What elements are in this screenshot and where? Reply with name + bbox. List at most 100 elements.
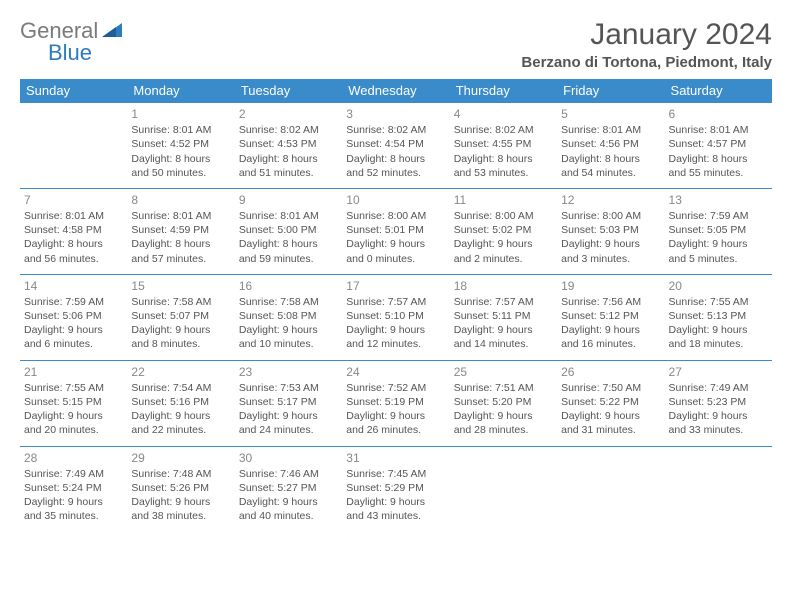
day-number: 21 bbox=[24, 364, 123, 380]
sunset-text: Sunset: 4:58 PM bbox=[24, 223, 123, 237]
sunset-text: Sunset: 5:27 PM bbox=[239, 481, 338, 495]
sunset-text: Sunset: 5:20 PM bbox=[454, 395, 553, 409]
sunrise-text: Sunrise: 8:01 AM bbox=[24, 209, 123, 223]
sunset-text: Sunset: 5:23 PM bbox=[669, 395, 768, 409]
sunset-text: Sunset: 5:01 PM bbox=[346, 223, 445, 237]
day-number: 11 bbox=[454, 192, 553, 208]
sunset-text: Sunset: 5:00 PM bbox=[239, 223, 338, 237]
calendar-cell bbox=[450, 446, 557, 531]
daylight-text: Daylight: 9 hours bbox=[454, 409, 553, 423]
day-number: 24 bbox=[346, 364, 445, 380]
sunrise-text: Sunrise: 8:01 AM bbox=[669, 123, 768, 137]
day-number: 6 bbox=[669, 106, 768, 122]
sunset-text: Sunset: 5:10 PM bbox=[346, 309, 445, 323]
calendar-cell: 16Sunrise: 7:58 AMSunset: 5:08 PMDayligh… bbox=[235, 274, 342, 360]
calendar-table: SundayMondayTuesdayWednesdayThursdayFrid… bbox=[20, 79, 772, 531]
day-number: 27 bbox=[669, 364, 768, 380]
daylight-text: Daylight: 8 hours bbox=[346, 152, 445, 166]
sunset-text: Sunset: 5:02 PM bbox=[454, 223, 553, 237]
day-number: 17 bbox=[346, 278, 445, 294]
calendar-cell: 17Sunrise: 7:57 AMSunset: 5:10 PMDayligh… bbox=[342, 274, 449, 360]
sunrise-text: Sunrise: 8:02 AM bbox=[346, 123, 445, 137]
sunrise-text: Sunrise: 7:57 AM bbox=[346, 295, 445, 309]
sunrise-text: Sunrise: 7:55 AM bbox=[669, 295, 768, 309]
daylight-text: and 0 minutes. bbox=[346, 252, 445, 266]
sunset-text: Sunset: 5:16 PM bbox=[131, 395, 230, 409]
day-number: 23 bbox=[239, 364, 338, 380]
daylight-text: and 43 minutes. bbox=[346, 509, 445, 523]
calendar-cell: 6Sunrise: 8:01 AMSunset: 4:57 PMDaylight… bbox=[665, 103, 772, 189]
daylight-text: Daylight: 9 hours bbox=[454, 237, 553, 251]
day-number: 4 bbox=[454, 106, 553, 122]
daylight-text: and 51 minutes. bbox=[239, 166, 338, 180]
day-header: Wednesday bbox=[342, 79, 449, 103]
daylight-text: and 53 minutes. bbox=[454, 166, 553, 180]
day-header: Friday bbox=[557, 79, 664, 103]
day-number: 10 bbox=[346, 192, 445, 208]
calendar-cell: 28Sunrise: 7:49 AMSunset: 5:24 PMDayligh… bbox=[20, 446, 127, 531]
calendar-cell: 8Sunrise: 8:01 AMSunset: 4:59 PMDaylight… bbox=[127, 188, 234, 274]
logo-text-blue: Blue bbox=[48, 40, 92, 65]
day-number: 13 bbox=[669, 192, 768, 208]
calendar-cell: 1Sunrise: 8:01 AMSunset: 4:52 PMDaylight… bbox=[127, 103, 234, 189]
day-number: 5 bbox=[561, 106, 660, 122]
daylight-text: Daylight: 9 hours bbox=[346, 323, 445, 337]
sunrise-text: Sunrise: 8:01 AM bbox=[131, 209, 230, 223]
month-title: January 2024 bbox=[521, 18, 772, 52]
calendar-cell: 4Sunrise: 8:02 AMSunset: 4:55 PMDaylight… bbox=[450, 103, 557, 189]
sunrise-text: Sunrise: 8:00 AM bbox=[561, 209, 660, 223]
sunset-text: Sunset: 4:59 PM bbox=[131, 223, 230, 237]
calendar-cell: 2Sunrise: 8:02 AMSunset: 4:53 PMDaylight… bbox=[235, 103, 342, 189]
sunrise-text: Sunrise: 7:53 AM bbox=[239, 381, 338, 395]
sunrise-text: Sunrise: 8:00 AM bbox=[454, 209, 553, 223]
daylight-text: and 55 minutes. bbox=[669, 166, 768, 180]
daylight-text: and 38 minutes. bbox=[131, 509, 230, 523]
calendar-cell: 31Sunrise: 7:45 AMSunset: 5:29 PMDayligh… bbox=[342, 446, 449, 531]
day-number: 3 bbox=[346, 106, 445, 122]
day-number: 7 bbox=[24, 192, 123, 208]
sunset-text: Sunset: 5:05 PM bbox=[669, 223, 768, 237]
calendar-cell: 13Sunrise: 7:59 AMSunset: 5:05 PMDayligh… bbox=[665, 188, 772, 274]
day-number: 1 bbox=[131, 106, 230, 122]
day-header: Thursday bbox=[450, 79, 557, 103]
page-header: General January 2024 Berzano di Tortona,… bbox=[20, 18, 772, 71]
daylight-text: Daylight: 9 hours bbox=[669, 237, 768, 251]
daylight-text: and 16 minutes. bbox=[561, 337, 660, 351]
sunrise-text: Sunrise: 7:46 AM bbox=[239, 467, 338, 481]
sunset-text: Sunset: 5:19 PM bbox=[346, 395, 445, 409]
location-text: Berzano di Tortona, Piedmont, Italy bbox=[521, 54, 772, 71]
daylight-text: and 10 minutes. bbox=[239, 337, 338, 351]
sunset-text: Sunset: 4:57 PM bbox=[669, 137, 768, 151]
calendar-cell: 9Sunrise: 8:01 AMSunset: 5:00 PMDaylight… bbox=[235, 188, 342, 274]
daylight-text: Daylight: 9 hours bbox=[131, 409, 230, 423]
calendar-cell: 11Sunrise: 8:00 AMSunset: 5:02 PMDayligh… bbox=[450, 188, 557, 274]
daylight-text: and 3 minutes. bbox=[561, 252, 660, 266]
sunset-text: Sunset: 5:08 PM bbox=[239, 309, 338, 323]
logo-line2: Blue bbox=[20, 40, 92, 66]
calendar-cell: 23Sunrise: 7:53 AMSunset: 5:17 PMDayligh… bbox=[235, 360, 342, 446]
sunrise-text: Sunrise: 8:02 AM bbox=[454, 123, 553, 137]
sunset-text: Sunset: 4:54 PM bbox=[346, 137, 445, 151]
sunset-text: Sunset: 5:11 PM bbox=[454, 309, 553, 323]
logo-triangle-icon bbox=[102, 21, 122, 42]
day-number: 9 bbox=[239, 192, 338, 208]
sunrise-text: Sunrise: 7:49 AM bbox=[669, 381, 768, 395]
sunset-text: Sunset: 5:07 PM bbox=[131, 309, 230, 323]
sunrise-text: Sunrise: 8:01 AM bbox=[239, 209, 338, 223]
daylight-text: and 50 minutes. bbox=[131, 166, 230, 180]
daylight-text: and 31 minutes. bbox=[561, 423, 660, 437]
daylight-text: Daylight: 8 hours bbox=[239, 152, 338, 166]
daylight-text: and 18 minutes. bbox=[669, 337, 768, 351]
sunset-text: Sunset: 4:52 PM bbox=[131, 137, 230, 151]
sunrise-text: Sunrise: 7:55 AM bbox=[24, 381, 123, 395]
calendar-cell: 27Sunrise: 7:49 AMSunset: 5:23 PMDayligh… bbox=[665, 360, 772, 446]
sunset-text: Sunset: 5:12 PM bbox=[561, 309, 660, 323]
daylight-text: Daylight: 9 hours bbox=[561, 323, 660, 337]
daylight-text: and 5 minutes. bbox=[669, 252, 768, 266]
calendar-week-row: 14Sunrise: 7:59 AMSunset: 5:06 PMDayligh… bbox=[20, 274, 772, 360]
daylight-text: Daylight: 9 hours bbox=[561, 409, 660, 423]
daylight-text: Daylight: 9 hours bbox=[346, 495, 445, 509]
day-number: 29 bbox=[131, 450, 230, 466]
daylight-text: Daylight: 9 hours bbox=[239, 495, 338, 509]
daylight-text: and 54 minutes. bbox=[561, 166, 660, 180]
